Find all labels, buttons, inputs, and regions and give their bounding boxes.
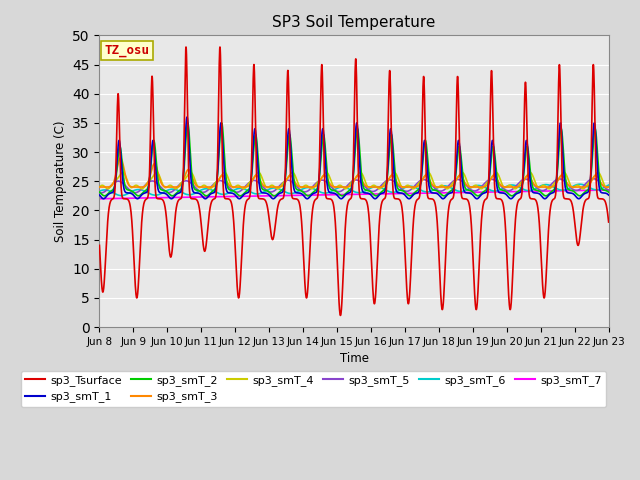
sp3_smT_6 xyxy=(605,182,612,188)
sp3_smT_2 xyxy=(380,188,387,193)
sp3_smT_1 xyxy=(574,196,582,202)
sp3_Tsurface xyxy=(380,196,388,202)
sp3_smT_1 xyxy=(236,196,243,202)
Line: sp3_Tsurface: sp3_Tsurface xyxy=(99,47,609,315)
sp3_smT_3 xyxy=(560,174,568,180)
X-axis label: Time: Time xyxy=(340,352,369,365)
sp3_Tsurface xyxy=(238,253,246,259)
sp3_smT_5 xyxy=(502,187,509,193)
sp3_Tsurface xyxy=(369,286,376,291)
sp3_smT_1 xyxy=(183,114,191,120)
sp3_smT_2 xyxy=(560,158,568,164)
Line: sp3_smT_5: sp3_smT_5 xyxy=(99,179,609,193)
sp3_smT_1 xyxy=(502,192,510,197)
sp3_smT_7 xyxy=(574,188,582,193)
sp3_smT_4 xyxy=(605,184,612,190)
sp3_smT_3 xyxy=(238,184,246,190)
sp3_smT_1 xyxy=(560,173,568,179)
sp3_Tsurface xyxy=(502,235,510,241)
sp3_smT_7 xyxy=(605,187,612,193)
sp3_smT_6 xyxy=(574,181,582,187)
sp3_smT_7 xyxy=(237,193,245,199)
sp3_smT_4 xyxy=(560,169,568,175)
sp3_smT_5 xyxy=(97,190,105,196)
sp3_smT_6 xyxy=(502,184,509,190)
sp3_Tsurface xyxy=(605,219,612,225)
sp3_smT_4 xyxy=(369,183,376,189)
sp3_smT_4 xyxy=(342,186,349,192)
sp3_smT_5 xyxy=(605,187,612,193)
sp3_smT_6 xyxy=(369,184,376,190)
Y-axis label: Soil Temperature (C): Soil Temperature (C) xyxy=(54,120,67,242)
sp3_smT_7 xyxy=(502,189,509,195)
sp3_smT_4 xyxy=(458,169,466,175)
sp3_smT_1 xyxy=(380,190,388,195)
sp3_smT_2 xyxy=(238,192,246,198)
sp3_Tsurface xyxy=(95,242,103,248)
sp3_smT_4 xyxy=(574,182,582,188)
sp3_Tsurface xyxy=(560,195,568,201)
sp3_smT_2 xyxy=(218,120,225,126)
sp3_smT_4 xyxy=(502,184,510,190)
sp3_smT_2 xyxy=(369,191,376,196)
Line: sp3_smT_2: sp3_smT_2 xyxy=(99,123,609,196)
sp3_smT_5 xyxy=(574,187,582,193)
Legend: sp3_Tsurface, sp3_smT_1, sp3_smT_2, sp3_smT_3, sp3_smT_4, sp3_smT_5, sp3_smT_6, : sp3_Tsurface, sp3_smT_1, sp3_smT_2, sp3_… xyxy=(20,371,606,407)
sp3_smT_2 xyxy=(574,192,582,198)
sp3_smT_6 xyxy=(560,187,568,193)
sp3_smT_3 xyxy=(380,183,387,189)
sp3_smT_5 xyxy=(589,176,597,181)
sp3_smT_4 xyxy=(237,185,245,191)
sp3_smT_5 xyxy=(95,190,103,195)
sp3_smT_3 xyxy=(116,155,124,161)
sp3_smT_2 xyxy=(502,189,510,194)
sp3_smT_2 xyxy=(406,193,414,199)
sp3_smT_5 xyxy=(560,178,568,183)
sp3_smT_7 xyxy=(560,188,568,193)
sp3_smT_6 xyxy=(95,188,103,194)
sp3_smT_5 xyxy=(238,187,246,193)
Title: SP3 Soil Temperature: SP3 Soil Temperature xyxy=(273,15,436,30)
Line: sp3_smT_1: sp3_smT_1 xyxy=(99,117,609,199)
sp3_smT_3 xyxy=(95,184,103,190)
Line: sp3_smT_6: sp3_smT_6 xyxy=(99,184,609,195)
sp3_smT_7 xyxy=(380,191,387,197)
sp3_smT_3 xyxy=(369,184,376,190)
sp3_smT_1 xyxy=(95,192,103,198)
sp3_smT_5 xyxy=(369,189,376,194)
Line: sp3_smT_3: sp3_smT_3 xyxy=(99,158,609,187)
sp3_smT_6 xyxy=(118,192,125,198)
sp3_smT_5 xyxy=(380,180,387,186)
sp3_smT_7 xyxy=(369,191,376,197)
sp3_smT_6 xyxy=(238,185,246,191)
Line: sp3_smT_4: sp3_smT_4 xyxy=(99,172,609,189)
sp3_smT_1 xyxy=(605,192,612,198)
sp3_Tsurface xyxy=(182,44,190,50)
sp3_smT_4 xyxy=(380,182,387,188)
sp3_smT_6 xyxy=(380,186,387,192)
sp3_smT_2 xyxy=(95,189,103,195)
sp3_smT_2 xyxy=(605,189,612,195)
sp3_smT_3 xyxy=(502,184,509,190)
sp3_smT_7 xyxy=(95,196,103,202)
sp3_smT_1 xyxy=(369,194,376,200)
Line: sp3_smT_7: sp3_smT_7 xyxy=(99,190,609,199)
sp3_Tsurface xyxy=(337,312,344,318)
Text: TZ_osu: TZ_osu xyxy=(104,44,150,57)
sp3_smT_1 xyxy=(238,194,246,200)
sp3_smT_6 xyxy=(576,181,584,187)
sp3_smT_3 xyxy=(605,184,612,190)
sp3_smT_3 xyxy=(574,184,582,190)
sp3_Tsurface xyxy=(574,242,582,248)
sp3_smT_4 xyxy=(95,184,103,190)
